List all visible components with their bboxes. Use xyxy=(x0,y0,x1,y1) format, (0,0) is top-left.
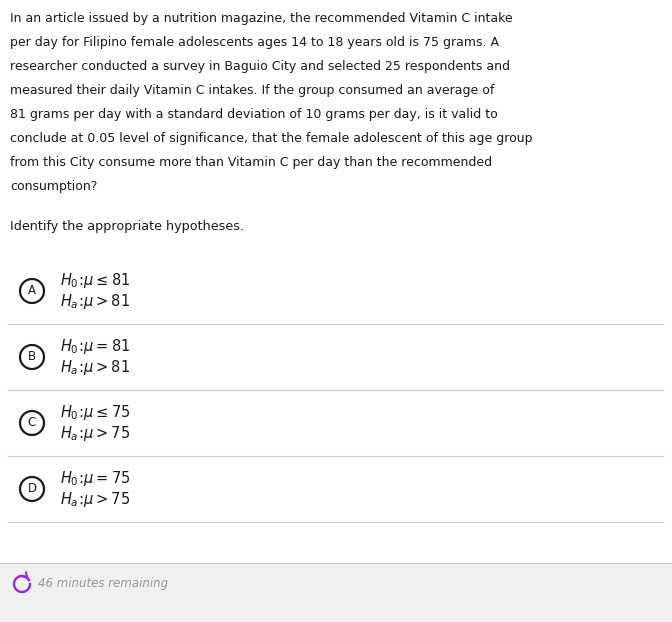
Text: 46 minutes remaining: 46 minutes remaining xyxy=(38,577,168,590)
Text: conclude at 0.05 level of significance, that the female adolescent of this age g: conclude at 0.05 level of significance, … xyxy=(10,132,532,145)
Text: Identify the appropriate hypotheses.: Identify the appropriate hypotheses. xyxy=(10,220,244,233)
Text: consumption?: consumption? xyxy=(10,180,97,193)
Text: $H_0\!:\!\mu = 75$: $H_0\!:\!\mu = 75$ xyxy=(60,469,130,488)
Text: $H_a\!:\!\mu > 81$: $H_a\!:\!\mu > 81$ xyxy=(60,292,130,311)
Text: B: B xyxy=(28,351,36,363)
Text: In an article issued by a nutrition magazine, the recommended Vitamin C intake: In an article issued by a nutrition maga… xyxy=(10,12,513,25)
Text: $H_a\!:\!\mu > 75$: $H_a\!:\!\mu > 75$ xyxy=(60,424,130,443)
FancyBboxPatch shape xyxy=(0,563,672,605)
Text: 81 grams per day with a standard deviation of 10 grams per day, is it valid to: 81 grams per day with a standard deviati… xyxy=(10,108,498,121)
Text: from this City consume more than Vitamin C per day than the recommended: from this City consume more than Vitamin… xyxy=(10,156,492,169)
FancyBboxPatch shape xyxy=(8,258,663,324)
Text: A: A xyxy=(28,284,36,297)
Text: $H_a\!:\!\mu > 81$: $H_a\!:\!\mu > 81$ xyxy=(60,358,130,377)
Text: $H_0\!:\!\mu\leq 81$: $H_0\!:\!\mu\leq 81$ xyxy=(60,271,130,290)
Text: C: C xyxy=(28,417,36,430)
Text: D: D xyxy=(28,483,36,496)
FancyBboxPatch shape xyxy=(8,324,663,390)
FancyBboxPatch shape xyxy=(0,0,672,563)
FancyBboxPatch shape xyxy=(8,390,663,456)
Text: $H_a\!:\!\mu > 75$: $H_a\!:\!\mu > 75$ xyxy=(60,490,130,509)
Text: $H_0\!:\!\mu\leq 75$: $H_0\!:\!\mu\leq 75$ xyxy=(60,403,130,422)
FancyBboxPatch shape xyxy=(8,456,663,522)
Text: researcher conducted a survey in Baguio City and selected 25 respondents and: researcher conducted a survey in Baguio … xyxy=(10,60,510,73)
Text: per day for Filipino female adolescents ages 14 to 18 years old is 75 grams. A: per day for Filipino female adolescents … xyxy=(10,36,499,49)
Text: measured their daily Vitamin C intakes. If the group consumed an average of: measured their daily Vitamin C intakes. … xyxy=(10,84,495,97)
Text: $H_0\!:\!\mu = 81$: $H_0\!:\!\mu = 81$ xyxy=(60,337,130,356)
